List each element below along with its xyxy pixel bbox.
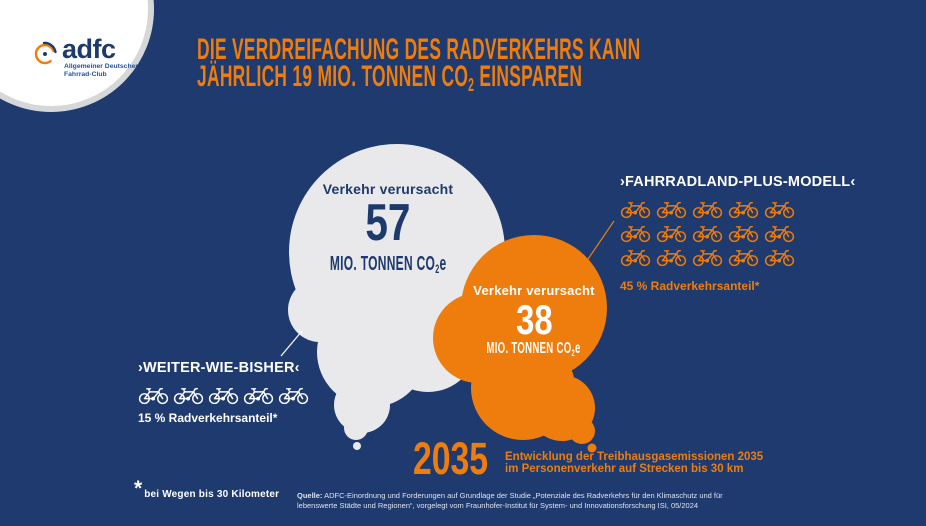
bicycle-icon bbox=[728, 223, 759, 243]
pointer-line-left bbox=[280, 330, 303, 357]
page-title: DIE VERDREIFACHUNG DES RADVERKEHRS KANN … bbox=[197, 33, 926, 96]
logo-subtitle: Allgemeiner Deutscher Fahrrad-Club bbox=[64, 63, 138, 78]
footnote-text: bei Wegen bis 30 Kilometer bbox=[144, 489, 280, 500]
source-label: Quelle: bbox=[297, 491, 323, 500]
bicycle-icon bbox=[692, 247, 723, 267]
pointer-line-right bbox=[585, 220, 615, 263]
thought-bubble-orange bbox=[433, 235, 607, 453]
bicycle-icon bbox=[656, 199, 687, 219]
bubble-label: Verkehr verursacht bbox=[322, 181, 454, 197]
emissions-unit: MIO. TONNEN CO2e bbox=[486, 340, 582, 359]
bubble-blob bbox=[334, 377, 390, 433]
bicycle-icon bbox=[656, 247, 687, 267]
bubble-label: Verkehr verursacht bbox=[473, 283, 595, 298]
bicycle-icon bbox=[692, 199, 723, 219]
scenario-title: ›WEITER-WIE-BISHER‹ bbox=[138, 360, 300, 376]
logo-brand-text: adfc bbox=[62, 34, 116, 64]
footnote-asterisk: * bbox=[134, 477, 143, 500]
bicycle-icon bbox=[656, 223, 687, 243]
year-label: 2035 bbox=[413, 433, 489, 484]
bicycle-icon bbox=[243, 385, 274, 405]
scenario-title: ›FAHRRADLAND-PLUS-MODELL‹ bbox=[620, 174, 856, 190]
bubble-blob bbox=[569, 418, 595, 444]
bicycle-icon bbox=[620, 223, 651, 243]
bicycle-icon bbox=[692, 223, 723, 243]
emissions-value-38: 38 bbox=[515, 296, 553, 343]
footnote: * bei Wegen bis 30 Kilometer bbox=[134, 477, 280, 500]
bicycle-icon bbox=[764, 199, 795, 219]
emissions-unit: MIO. TONNEN CO2e bbox=[329, 253, 447, 277]
emissions-value-57: 57 bbox=[365, 194, 411, 252]
page-title-line1: DIE VERDREIFACHUNG DES RADVERKEHRS KANN bbox=[197, 33, 641, 66]
bicycle-icon bbox=[764, 223, 795, 243]
bike-pictogram-row bbox=[138, 385, 309, 405]
bubble-blob bbox=[344, 416, 368, 440]
bicycle-icon bbox=[620, 199, 651, 219]
bicycle-icon bbox=[764, 247, 795, 267]
modal-share-label: 45 % Radverkehrsanteil* bbox=[620, 279, 760, 293]
timeline-caption-line2: im Personenverkehr auf Strecken bis 30 k… bbox=[505, 462, 744, 475]
page-title-line2: JÄHRLICH 19 MIO. TONNEN CO2 EINSPAREN bbox=[197, 60, 583, 96]
bicycle-icon bbox=[138, 385, 169, 405]
wheel-icon bbox=[34, 41, 57, 65]
timeline-caption: Entwicklung der Treibhausgasemissionen 2… bbox=[505, 451, 764, 475]
scenario-weiter-wie-bisher: ›WEITER-WIE-BISHER‹ 15 % Radverkehrsante… bbox=[138, 360, 309, 425]
bicycle-icon bbox=[208, 385, 239, 405]
bicycle-icon bbox=[173, 385, 204, 405]
scenario-fahrradland-plus: ›FAHRRADLAND-PLUS-MODELL‹ 45 % Radverkeh… bbox=[620, 174, 855, 293]
bicycle-icon bbox=[728, 247, 759, 267]
source-attribution: Quelle: ADFC-Einordnung und Forderungen … bbox=[297, 491, 723, 510]
bicycle-icon bbox=[278, 385, 309, 405]
bike-pictogram-grid bbox=[620, 199, 802, 267]
bubble-plus-model-text: Verkehr verursacht 38 MIO. TONNEN CO2e bbox=[434, 283, 634, 359]
logo-subtitle-line1: Allgemeiner Deutscher bbox=[64, 63, 139, 70]
thought-bubble-gray bbox=[288, 144, 505, 450]
timeline-caption-line1: Entwicklung der Treibhausgasemissionen 2… bbox=[505, 451, 764, 463]
bicycle-icon bbox=[728, 199, 759, 219]
bicycle-icon bbox=[620, 247, 651, 267]
source-line1: Quelle: ADFC-Einordnung und Forderungen … bbox=[297, 491, 723, 500]
logo-subtitle-line2: Fahrrad-Club bbox=[64, 70, 107, 78]
modal-share-label: 15 % Radverkehrsanteil* bbox=[138, 411, 278, 425]
source-line2: lebenswerte Städte und Regionen“, vorgel… bbox=[297, 500, 699, 510]
bubble-trail-dot bbox=[587, 443, 597, 453]
bubble-business-as-usual-text: Verkehr verursacht 57 MIO. TONNEN CO2e bbox=[278, 181, 498, 277]
bubble-trail-dot bbox=[353, 442, 361, 450]
